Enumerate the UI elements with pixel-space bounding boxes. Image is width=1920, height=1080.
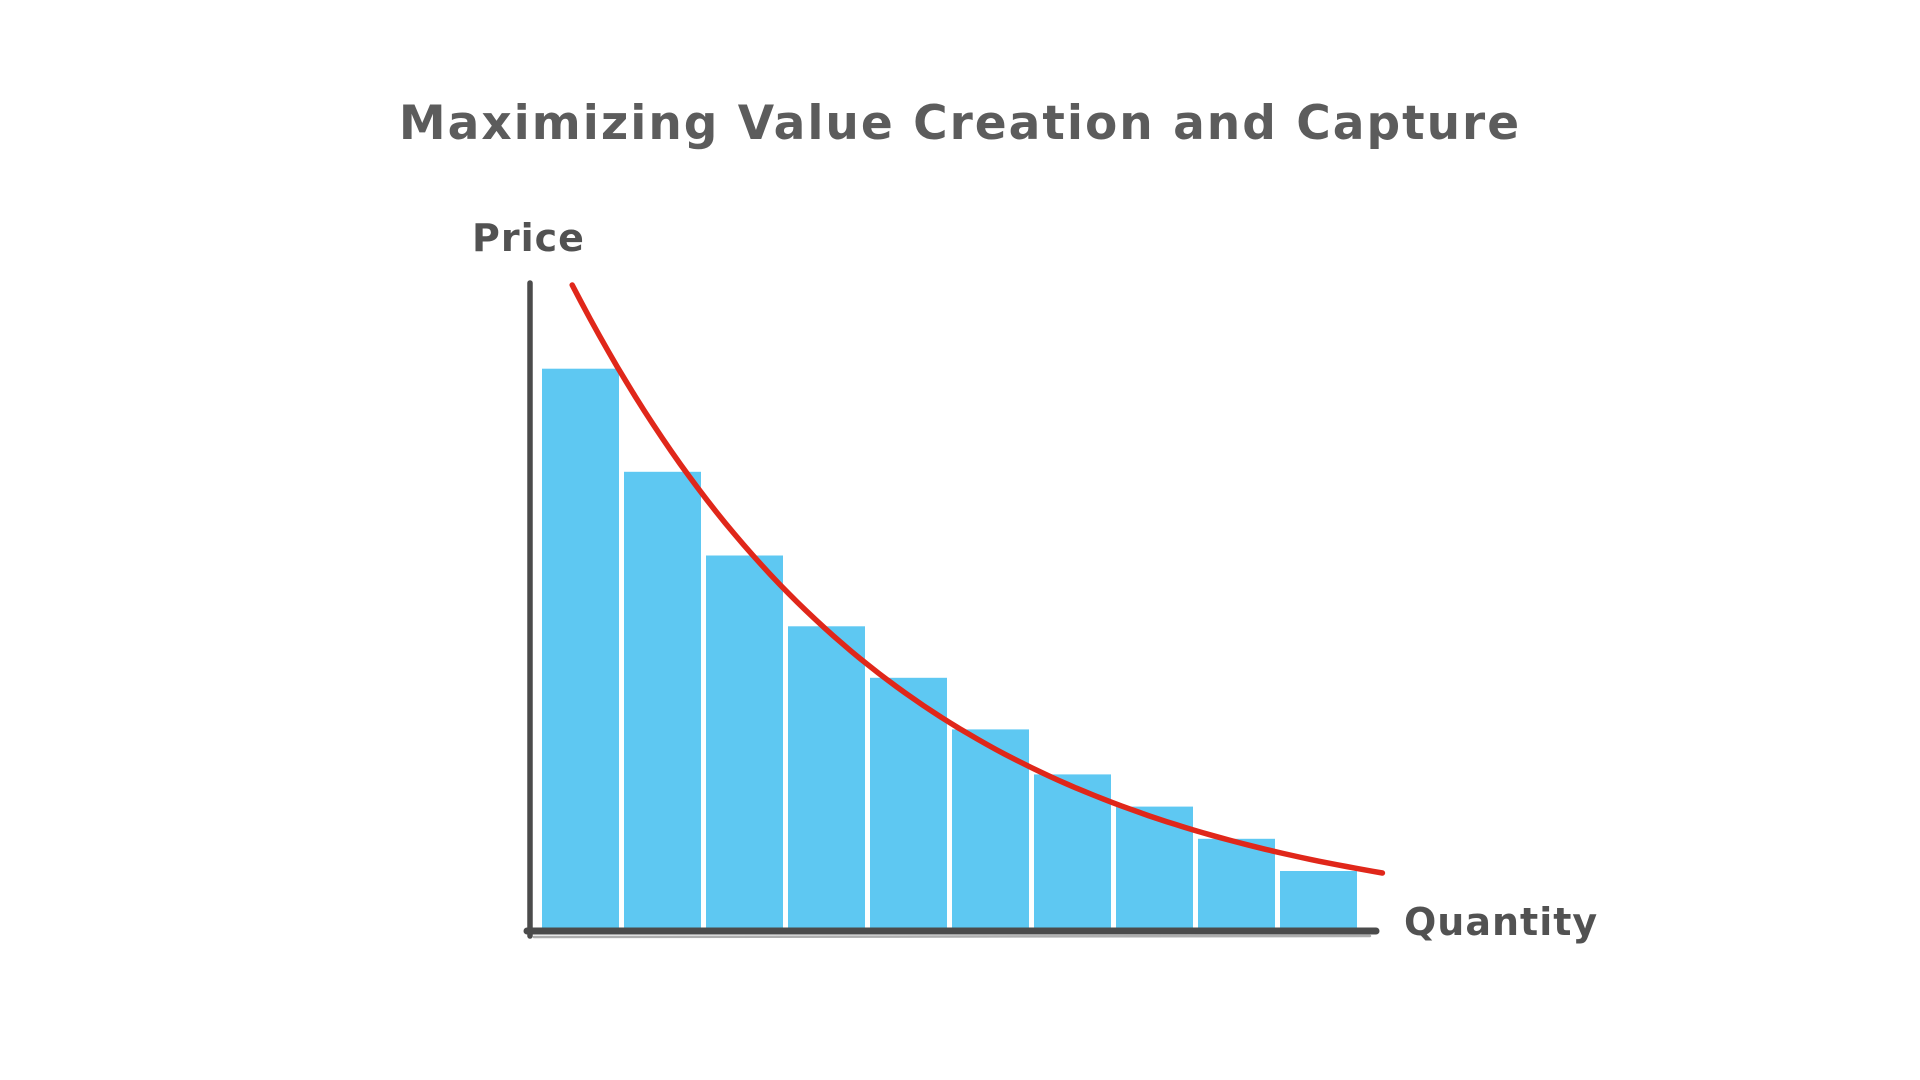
axes-group [523,280,1380,939]
bar-10 [1280,871,1357,929]
bar-7 [1034,774,1111,929]
x-axis-label: Quantity [1404,900,1599,944]
bar-4 [788,626,865,929]
demand-curve [569,282,1386,876]
bar-9 [1198,838,1275,929]
bars-group [542,368,1357,929]
bar-2 [624,471,701,929]
bar-1 [542,368,619,929]
y-axis-label: Price [472,216,585,260]
bar-5 [870,677,947,929]
x-axis-sketch-line [532,934,1372,939]
bar-3 [706,555,783,929]
chart-title: Maximizing Value Creation and Capture [398,96,1522,151]
